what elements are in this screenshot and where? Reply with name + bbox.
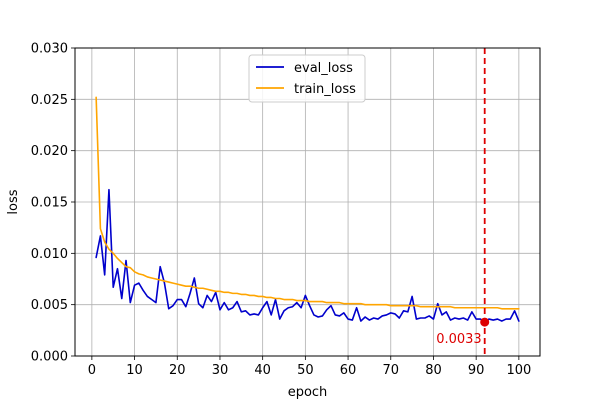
x-tick-label: 70 — [382, 363, 399, 378]
y-tick-label: 0.020 — [31, 144, 68, 159]
x-tick-label: 20 — [169, 363, 186, 378]
x-tick-label: 90 — [468, 363, 485, 378]
y-axis-label: loss — [6, 189, 21, 214]
grid — [75, 47, 540, 357]
best-eval-value-label: 0.0033 — [436, 332, 482, 347]
legend-label-eval-loss: eval_loss — [294, 61, 353, 76]
x-axis-label: epoch — [288, 385, 328, 400]
series-line-train-loss — [95, 96, 520, 310]
x-tick-label: 0 — [88, 363, 96, 378]
x-tick-label: 10 — [126, 363, 143, 378]
y-tick-label: 0.010 — [31, 247, 68, 262]
plot-area: 0.0033 — [95, 48, 520, 356]
y-tick-label: 0.025 — [31, 93, 68, 108]
legend-label-train-loss: train_loss — [294, 82, 356, 97]
y-tick-label: 0.005 — [31, 298, 68, 313]
best-eval-point — [480, 317, 490, 327]
y-tick-label: 0.000 — [31, 350, 68, 365]
x-tick-label: 80 — [425, 363, 442, 378]
y-tick-label: 0.015 — [31, 196, 68, 211]
x-tick-label: 50 — [297, 363, 314, 378]
y-tick-label: 0.030 — [31, 42, 68, 57]
legend: eval_loss train_loss — [248, 54, 366, 103]
x-tick-label: 100 — [506, 363, 531, 378]
x-tick-label: 40 — [254, 363, 271, 378]
axis-ticks: 0 10 20 30 40 50 60 70 80 90 100 0.000 0.005 0.010 0.0… — [31, 42, 531, 379]
x-tick-label: 30 — [212, 363, 229, 378]
x-tick-label: 60 — [340, 363, 357, 378]
